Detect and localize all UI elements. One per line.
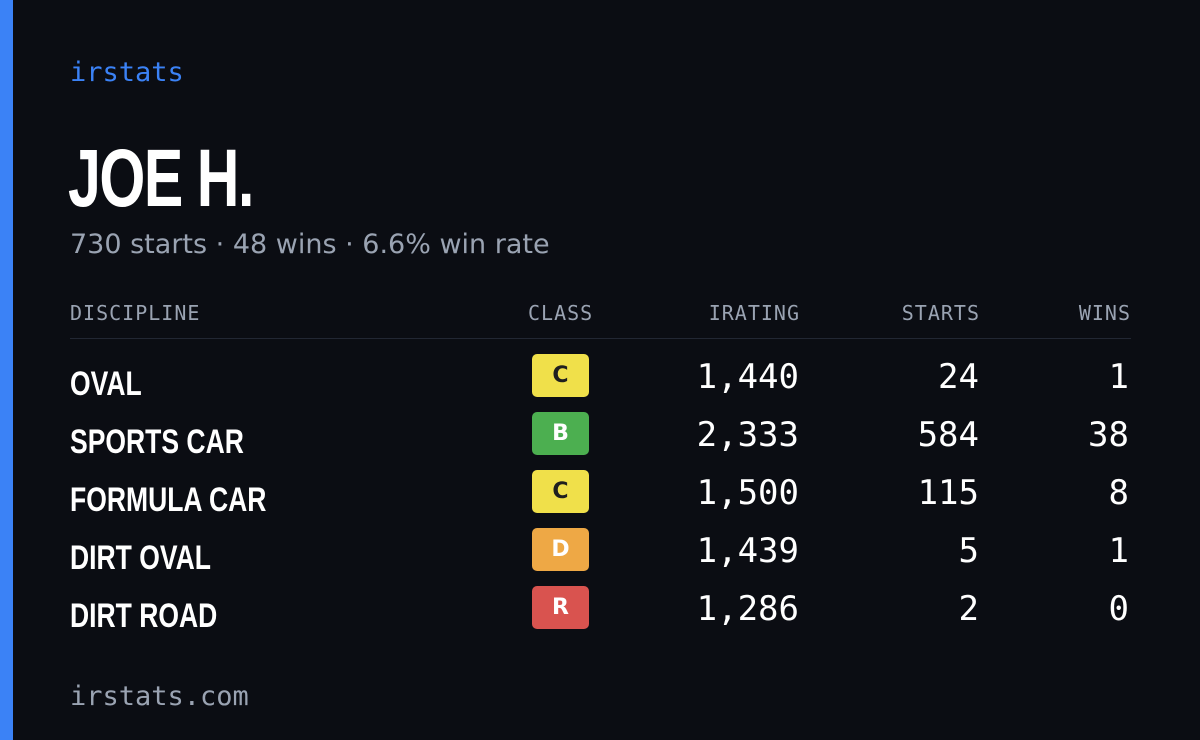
irating-value: 1,439 (696, 531, 799, 571)
starts-value: 5 (958, 531, 979, 571)
wins-value: 1 (1108, 357, 1129, 397)
brand-logo: irstats (70, 57, 184, 88)
irating-value: 1,440 (696, 357, 799, 397)
column-header-wins: WINS (1078, 301, 1131, 325)
irating-value: 2,333 (696, 415, 799, 455)
wins-value: 38 (1088, 415, 1129, 455)
irating-value: 1,500 (696, 473, 799, 513)
starts-value: 115 (917, 473, 979, 513)
player-summary: 730 starts · 48 wins · 6.6% win rate (70, 229, 550, 260)
table-row: SPORTS CAR B 2,333 584 38 (70, 410, 1131, 468)
starts-value: 584 (917, 415, 979, 455)
table-row: FORMULA CAR C 1,500 115 8 (70, 468, 1131, 526)
footer-url: irstats.com (70, 681, 249, 712)
column-header-starts: STARTS (901, 301, 980, 325)
table-row: OVAL C 1,440 24 1 (70, 352, 1131, 410)
discipline-name: DIRT ROAD (70, 597, 218, 635)
column-header-discipline: DISCIPLINE (70, 301, 201, 325)
column-header-irating: IRATING (708, 301, 800, 325)
discipline-name: SPORTS CAR (70, 423, 244, 461)
player-name: JOE H. (68, 133, 254, 224)
table-row: DIRT ROAD R 1,286 2 0 (70, 584, 1131, 642)
class-badge: D (532, 528, 589, 571)
stats-table-header: DISCIPLINE CLASS IRATING STARTS WINS (70, 300, 1131, 339)
class-badge: C (532, 354, 589, 397)
wins-value: 1 (1108, 531, 1129, 571)
accent-bar (0, 0, 13, 740)
class-badge: R (532, 586, 589, 629)
discipline-name: FORMULA CAR (70, 481, 267, 519)
irating-value: 1,286 (696, 589, 799, 629)
wins-value: 0 (1108, 589, 1129, 629)
wins-value: 8 (1108, 473, 1129, 513)
starts-value: 24 (938, 357, 979, 397)
starts-value: 2 (958, 589, 979, 629)
column-header-class: CLASS (528, 301, 594, 325)
class-badge: B (532, 412, 589, 455)
discipline-name: DIRT OVAL (70, 539, 211, 577)
table-row: DIRT OVAL D 1,439 5 1 (70, 526, 1131, 584)
stats-table-body: OVAL C 1,440 24 1 SPORTS CAR B 2,333 584… (70, 352, 1131, 642)
class-badge: C (532, 470, 589, 513)
discipline-name: OVAL (70, 365, 142, 403)
